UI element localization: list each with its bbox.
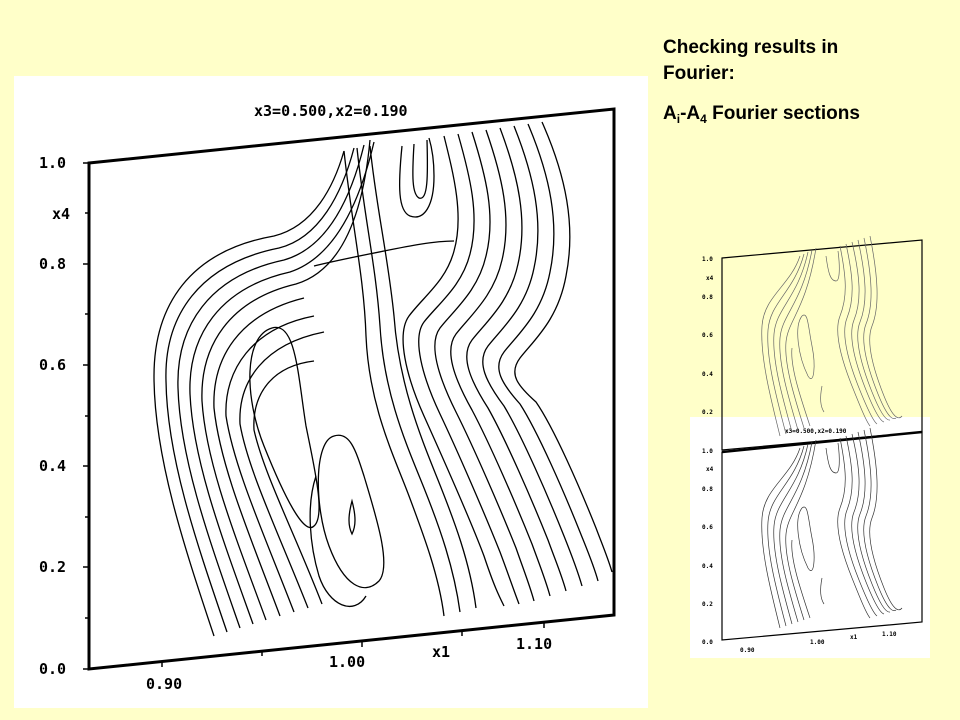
lower-section-contours — [761, 427, 903, 629]
contour-lines — [153, 121, 613, 637]
svg-text:x4: x4 — [706, 275, 714, 282]
svg-text:0.6: 0.6 — [702, 332, 713, 339]
map-frame — [87, 107, 616, 671]
stacked-sections-thumbnail: 1.0 x4 0.8 0.6 0.4 0.2 x3=0.500,x2=0.190… — [690, 235, 940, 666]
y-tick-label: 1.0 — [39, 154, 66, 172]
svg-text:0.90: 0.90 — [740, 647, 755, 654]
sections-label: Ai-A4 Fourier sections — [663, 103, 860, 126]
svg-text:0.8: 0.8 — [702, 486, 713, 493]
slide-heading: Checking results in Fourier: Ai-A4 Fouri… — [663, 35, 953, 127]
svg-text:0.8: 0.8 — [702, 294, 713, 301]
y-tick-label: 0.4 — [39, 457, 66, 475]
x-tick-label: 0.90 — [146, 675, 182, 693]
svg-text:0.0: 0.0 — [702, 639, 713, 646]
svg-text:0.2: 0.2 — [702, 601, 713, 608]
y-tick-label: 0.6 — [39, 356, 66, 374]
contour-map: x3=0.500,x2=0.190 1.0 x4 0.8 — [39, 102, 616, 693]
svg-text:0.6: 0.6 — [702, 524, 713, 531]
y-axis-label: x4 — [52, 205, 70, 223]
contour-map-figure: x3=0.500,x2=0.190 1.0 x4 0.8 — [14, 76, 648, 708]
x-axis-ticks — [161, 622, 545, 667]
y-tick-label: 0.2 — [39, 558, 66, 576]
upper-section-labels: 1.0 x4 0.8 0.6 0.4 0.2 x3=0.500,x2=0.190 — [702, 256, 847, 435]
y-axis-ticks — [83, 162, 89, 670]
heading-line-2: Fourier: — [663, 63, 735, 84]
svg-text:1.00: 1.00 — [810, 639, 825, 646]
svg-text:1.0: 1.0 — [702, 448, 713, 455]
svg-text:0.4: 0.4 — [702, 563, 713, 570]
x-axis-label: x1 — [432, 643, 450, 661]
map-title: x3=0.500,x2=0.190 — [254, 102, 408, 120]
x-tick-label: 1.00 — [329, 653, 365, 671]
svg-text:1.0: 1.0 — [702, 256, 713, 263]
svg-text:1.10: 1.10 — [882, 631, 897, 638]
svg-text:x1: x1 — [850, 634, 858, 641]
svg-text:0.4: 0.4 — [702, 371, 713, 378]
upper-section-contours — [761, 235, 903, 437]
stacked-sections: 1.0 x4 0.8 0.6 0.4 0.2 x3=0.500,x2=0.190… — [690, 235, 930, 658]
lower-section-labels: 1.0 x4 0.8 0.6 0.4 0.2 0.0 0.90 1.00 x1 … — [702, 448, 897, 654]
y-tick-label: 0.0 — [39, 660, 66, 678]
svg-text:x3=0.500,x2=0.190: x3=0.500,x2=0.190 — [785, 428, 847, 435]
y-tick-label: 0.8 — [39, 255, 66, 273]
x-tick-label: 1.10 — [516, 635, 552, 653]
svg-text:0.2: 0.2 — [702, 409, 713, 416]
svg-text:x4: x4 — [706, 466, 714, 473]
heading-line-1: Checking results in — [663, 37, 839, 58]
